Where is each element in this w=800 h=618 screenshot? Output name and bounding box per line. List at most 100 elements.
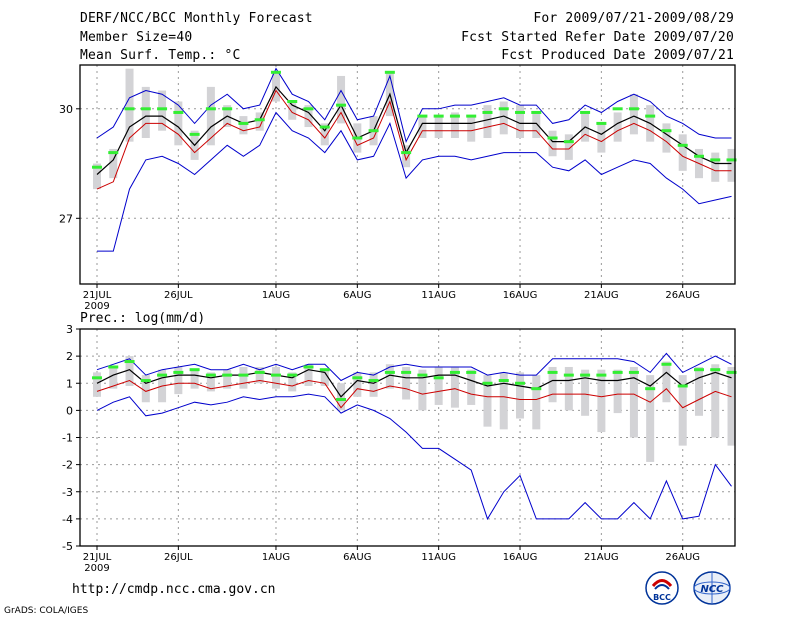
prec-range-bar <box>288 372 297 392</box>
temp-range-bar <box>206 86 215 146</box>
temp-range-bar <box>597 123 606 153</box>
prec-range-bar <box>402 366 411 400</box>
member-size-label: Member Size=40 <box>80 30 193 45</box>
temp-xtick-label: 6AUG <box>343 290 371 301</box>
prec-xtick-label: 26AUG <box>665 552 700 563</box>
prec-range-bar <box>483 375 492 427</box>
temp-range-bar <box>402 145 411 168</box>
temp-range-bar <box>629 94 638 135</box>
temp-xtick-label: 21JUL <box>83 290 112 301</box>
prec-range-bar <box>581 369 590 416</box>
prec-range-bar <box>711 364 720 438</box>
prec-range-bar <box>304 364 313 386</box>
prec-range-bar <box>564 366 573 411</box>
prec-range-bar <box>678 375 687 446</box>
temp-range-bar <box>125 68 134 142</box>
prec-xtick-label: 21JUL <box>83 552 112 563</box>
prec-range-bar <box>190 369 199 389</box>
prec-ensemble-max-line <box>96 352 732 382</box>
prec-ensemble-min-line <box>96 393 732 521</box>
temp-range-bar <box>662 123 671 153</box>
temp-range-bar <box>483 105 492 138</box>
prec-ytick-label: -1 <box>62 432 73 445</box>
prec-ytick-label: -5 <box>62 540 73 553</box>
prec-range-bar <box>662 361 671 403</box>
temp-range-bar <box>320 123 329 146</box>
prec-range-bar <box>174 366 183 395</box>
temp-range-bar <box>548 130 557 157</box>
temp-range-bar <box>499 101 508 135</box>
variable-label: Mean Surf. Temp.: °C <box>80 48 241 63</box>
prec-ytick-label: 0 <box>66 404 73 417</box>
prec-range-bar <box>646 375 655 462</box>
produced-date: Fcst Produced Date 2009/07/21 <box>501 48 734 63</box>
prec-range-bar <box>613 369 622 414</box>
temp-range-bar <box>711 152 720 182</box>
prec-range-bar <box>109 366 118 389</box>
prec-range-bar <box>125 356 134 386</box>
temp-range-bar <box>727 148 736 182</box>
prec-range-bar <box>434 366 443 405</box>
temp-range-bar <box>516 105 525 138</box>
temp-range-bar <box>109 148 118 179</box>
prec-ytick-label: -2 <box>62 459 73 472</box>
forecast-period: For 2009/07/21-2009/08/29 <box>533 11 734 26</box>
prec-panel: -5 -4 -3 -2 -1 0 1 2 3 21JUL 26JUL 1AUG 6AUG 11AUG 16A… <box>62 323 737 574</box>
prec-range-bar <box>727 366 736 446</box>
prec-ytick-label: -3 <box>62 486 73 499</box>
prec-range-bar <box>206 372 215 392</box>
prec-range-bar <box>271 366 280 389</box>
temp-range-bar <box>141 86 150 138</box>
prec-range-bar <box>141 375 150 403</box>
prec-range-bar <box>629 366 638 438</box>
footer-url[interactable]: http://cmdp.ncc.cma.gov.cn <box>72 582 276 597</box>
temp-range-bar <box>564 134 573 160</box>
temp-year-label: 2009 <box>84 301 109 312</box>
temp-xtick-label: 21AUG <box>584 290 619 301</box>
temp-ytick-label: 27 <box>59 212 73 225</box>
prec-xtick-label: 16AUG <box>503 552 538 563</box>
prec-range-bar <box>223 369 232 389</box>
prec-title: Prec.: log(mm/d) <box>80 311 205 326</box>
temp-xtick-label: 11AUG <box>421 290 456 301</box>
temp-range-bar <box>418 116 427 138</box>
prec-range-bar <box>694 366 703 416</box>
prec-xtick-label: 6AUG <box>343 552 371 563</box>
temp-xtick-label: 1AUG <box>262 290 290 301</box>
temp-range-bar <box>158 90 167 131</box>
prec-ytick-label: 3 <box>66 323 73 336</box>
prec-range-bar <box>516 372 525 419</box>
temp-ytick-label: 30 <box>59 103 73 116</box>
bcc-logo: BCC <box>645 571 679 605</box>
chart-title: DERF/NCC/BCC Monthly Forecast <box>80 11 313 26</box>
prec-range-bar <box>369 372 378 397</box>
prec-xtick-label: 1AUG <box>262 552 290 563</box>
prec-xtick-label: 11AUG <box>421 552 456 563</box>
prec-median-line <box>96 379 732 409</box>
prec-ytick-label: -4 <box>62 513 73 526</box>
temp-range-bar <box>532 112 541 138</box>
temp-range-bar <box>450 112 459 138</box>
temp-xtick-label: 26AUG <box>665 290 700 301</box>
temp-xtick-label: 16AUG <box>503 290 538 301</box>
temp-range-bar <box>613 112 622 142</box>
prec-range-bar <box>467 369 476 405</box>
temp-range-bar <box>678 134 687 171</box>
grads-credit: GrADS: COLA/IGES <box>4 606 89 616</box>
prec-xtick-label: 21AUG <box>584 552 619 563</box>
temp-range-bar <box>467 116 476 142</box>
prec-xtick-label: 26JUL <box>164 552 193 563</box>
temp-range-bar <box>174 101 183 146</box>
temp-range-bar <box>93 163 101 190</box>
start-date: Fcst Started Refer Date 2009/07/20 <box>461 30 734 45</box>
prec-range-bar <box>450 366 459 408</box>
prec-range-bar <box>499 372 508 430</box>
temp-ensemble-min-line <box>97 111 732 252</box>
temp-xtick-label: 26JUL <box>164 290 193 301</box>
temp-mean-line <box>96 85 732 175</box>
prec-range-bar <box>353 372 362 397</box>
prec-ytick-label: 2 <box>66 350 73 363</box>
prec-range-bar <box>597 369 606 433</box>
prec-ytick-label: 1 <box>66 377 73 390</box>
